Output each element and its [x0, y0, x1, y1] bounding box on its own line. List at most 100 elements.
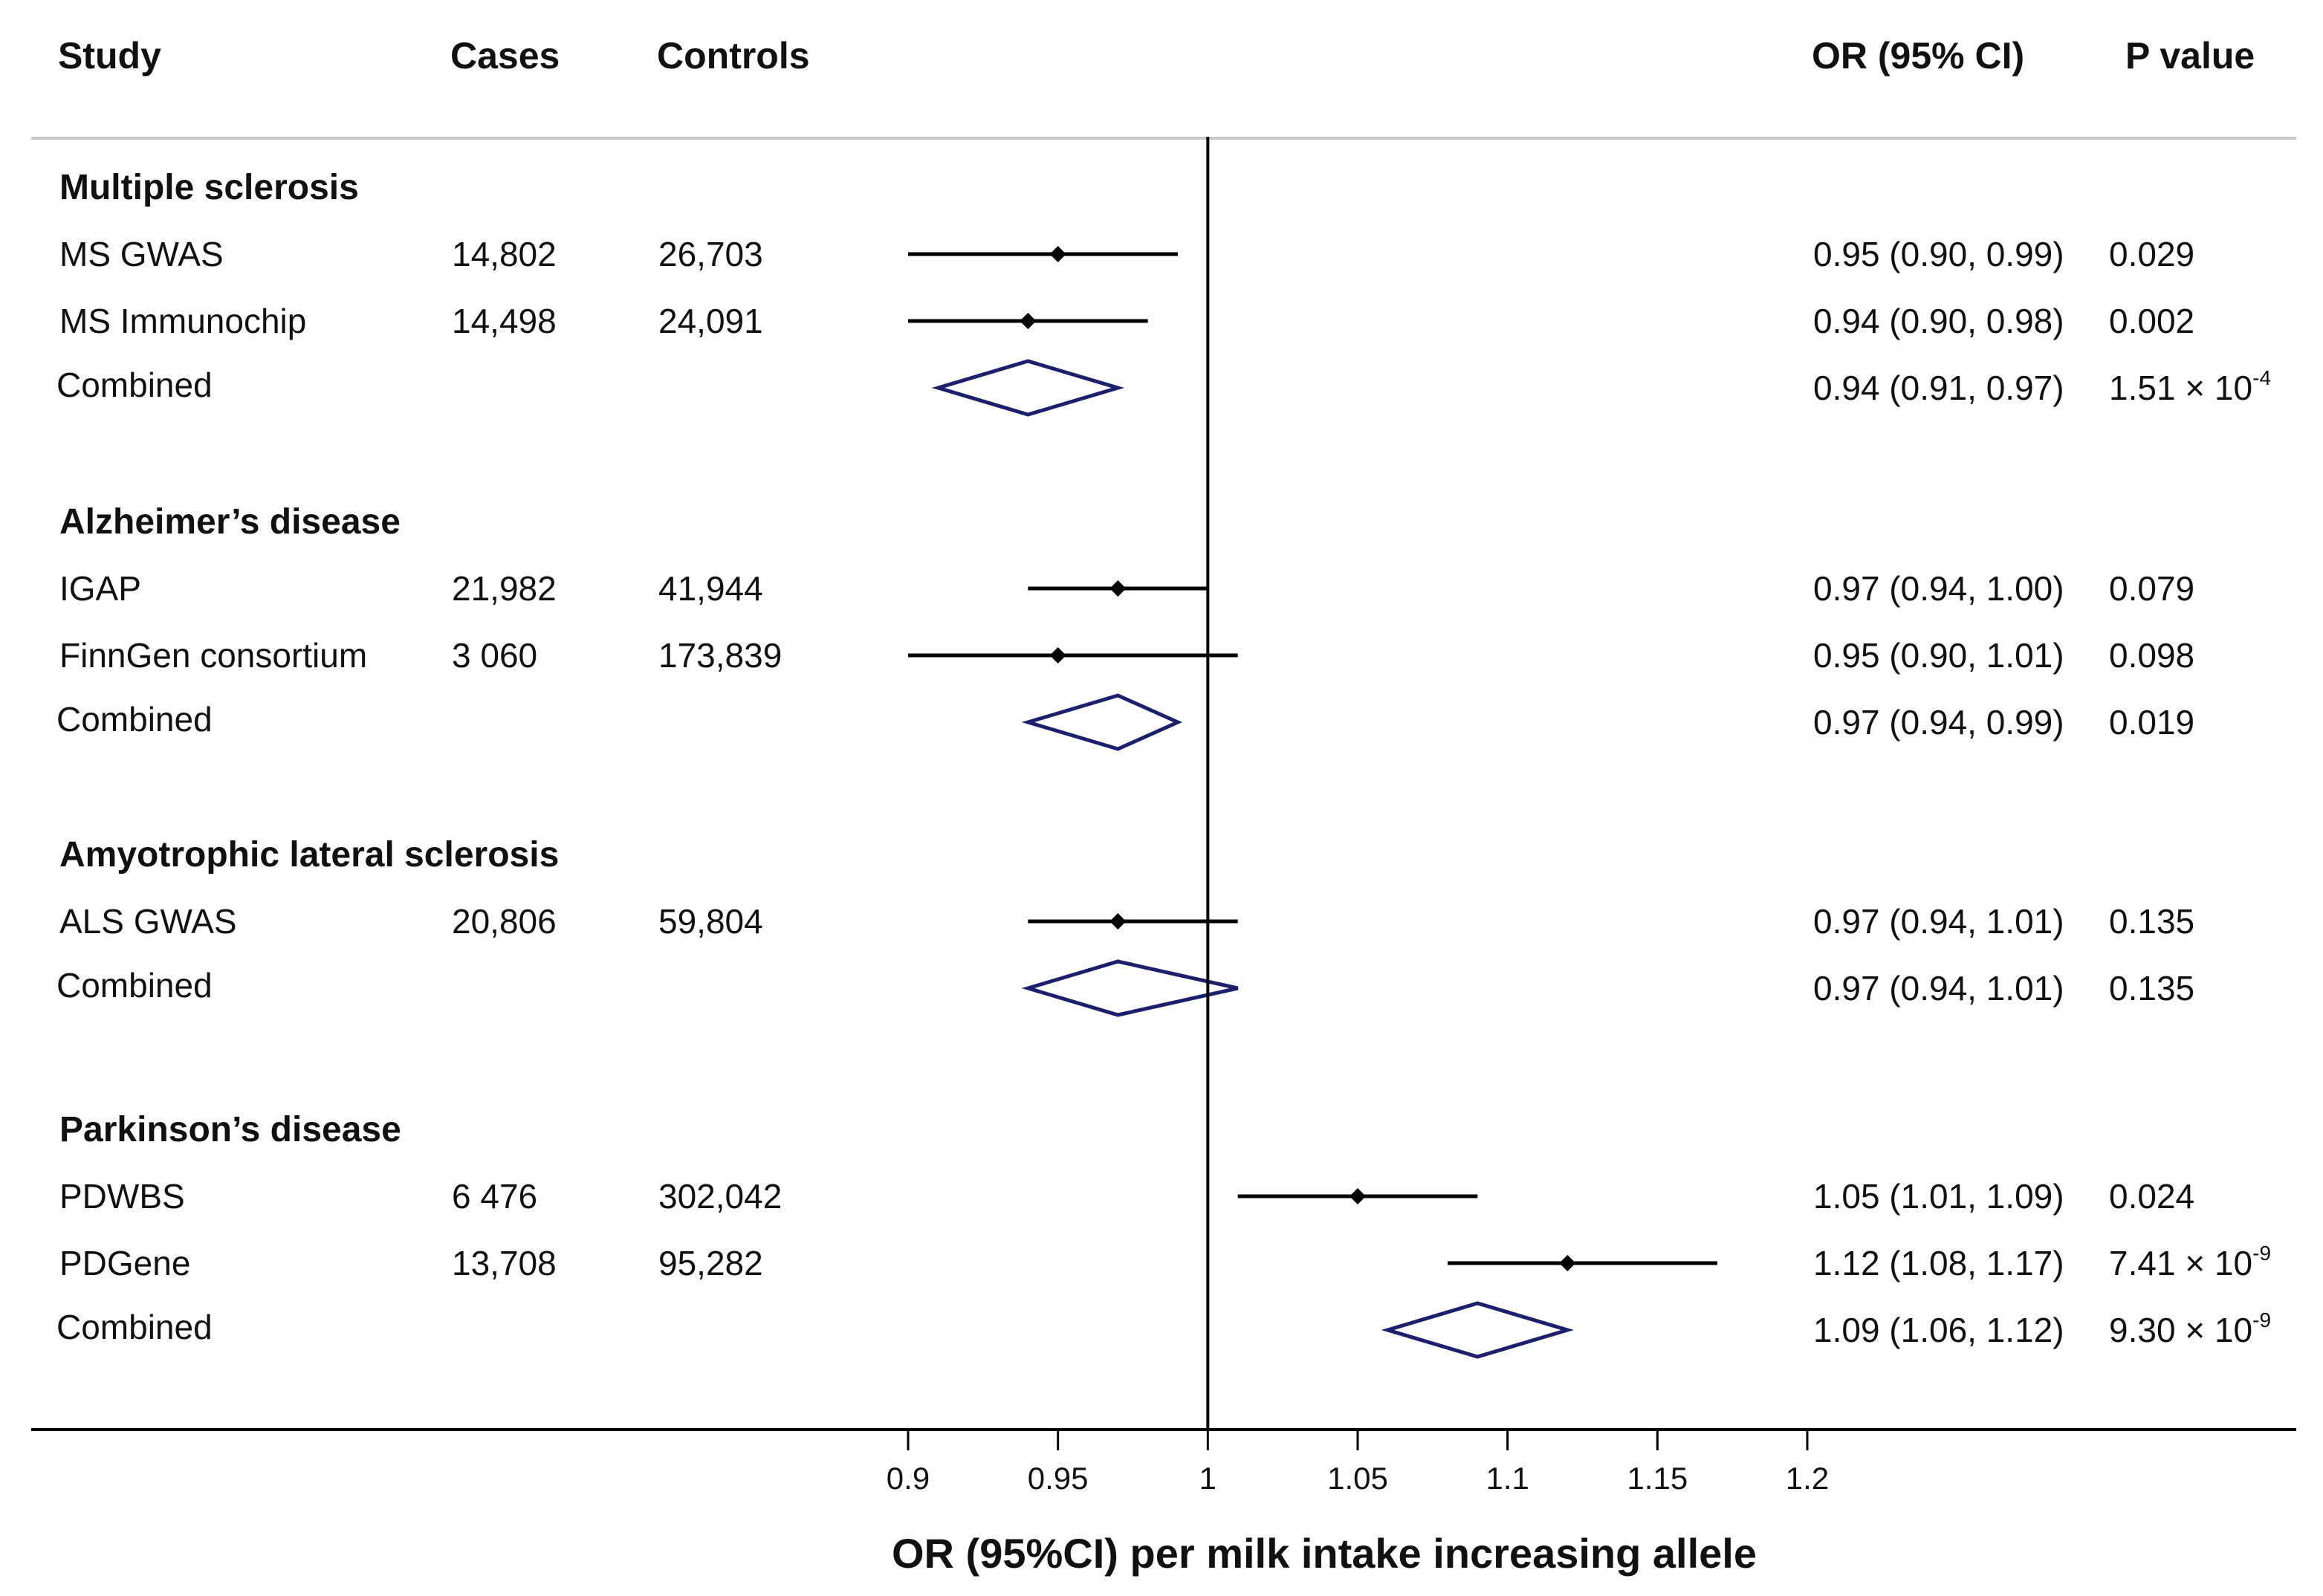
p-value-value: 0.135 [2109, 902, 2194, 941]
study-name: PDGene [59, 1244, 190, 1282]
p-value: 0.079 [2109, 569, 2194, 608]
combined-label: Combined [56, 366, 213, 404]
study-cases: 6 476 [452, 1177, 537, 1216]
or-ci-text: 0.95 (0.90, 0.99) [1813, 235, 2064, 273]
tick-label: 1.1 [1486, 1461, 1529, 1496]
or-ci-text: 0.97 (0.94, 1.01) [1813, 969, 2064, 1008]
or-ci-text: 0.97 (0.94, 0.99) [1813, 703, 2064, 742]
p-value-exponent: -9 [2252, 1242, 2271, 1265]
header-pvalue: P value [2125, 35, 2255, 77]
header-cases: Cases [450, 35, 560, 77]
study-name: PDWBS [59, 1177, 185, 1216]
p-value-value: 0.002 [2109, 302, 2194, 340]
p-value-value: 7.41 × 10 [2109, 1244, 2252, 1282]
study-cases: 13,708 [452, 1244, 557, 1282]
p-value: 7.41 × 10-9 [2109, 1242, 2271, 1282]
study-name: IGAP [59, 569, 141, 608]
group-title: Alzheimer’s disease [59, 502, 401, 542]
study-cases: 14,802 [452, 235, 557, 273]
study-cases: 21,982 [452, 569, 557, 608]
p-value-value: 0.019 [2109, 703, 2194, 742]
p-value: 9.30 × 10-9 [2109, 1308, 2271, 1349]
study-cases: 14,498 [452, 302, 557, 340]
study-name: MS GWAS [59, 235, 224, 273]
p-value: 0.098 [2109, 636, 2194, 675]
study-controls: 95,282 [658, 1244, 763, 1282]
p-value: 0.024 [2109, 1177, 2194, 1216]
study-controls: 24,091 [658, 302, 763, 340]
pooled-estimate-diamond [1021, 693, 1183, 751]
study-cases: 20,806 [452, 902, 557, 941]
study-controls: 302,042 [658, 1177, 782, 1216]
combined-row: Combined 1.09 (1.06, 1.12) 9.30 × 10-9 [56, 1301, 2271, 1359]
p-value-value: 1.51 × 10 [2109, 369, 2252, 407]
combined-row: Combined 0.97 (0.94, 0.99) 0.019 [56, 693, 2194, 751]
forest-rows: Multiple sclerosis MS GWAS 14,802 26,703 0.9… [56, 168, 2271, 1359]
x-axis-ticks: 0.9 0.95 1 1.05 1.1 1.15 1.2 [887, 1430, 1829, 1496]
tick-label: 0.9 [887, 1461, 930, 1496]
point-estimate [1049, 647, 1066, 664]
study-row: MS Immunochip 14,498 24,091 0.94 (0.90, 0.9… [59, 302, 2194, 340]
or-ci-text: 0.94 (0.90, 0.98) [1813, 302, 2064, 340]
p-value: 0.135 [2109, 969, 2194, 1008]
tick-label: 1 [1199, 1461, 1216, 1496]
or-ci-text: 0.95 (0.90, 1.01) [1813, 636, 2064, 675]
study-row: FinnGen consortium 3 060 173,839 0.95 (0.90… [59, 636, 2194, 675]
pooled-estimate-diamond [1381, 1301, 1575, 1359]
study-name: MS Immunochip [59, 302, 306, 340]
or-ci-text: 1.05 (1.01, 1.09) [1813, 1177, 2064, 1216]
study-cases: 3 060 [452, 636, 537, 675]
study-row: MS GWAS 14,802 26,703 0.95 (0.90, 0.99) 0.02… [59, 235, 2194, 273]
combined-row: Combined 0.97 (0.94, 1.01) 0.135 [56, 959, 2194, 1017]
group-1: Alzheimer’s disease IGAP 21,982 41,944 0.97 … [56, 502, 2194, 751]
or-ci-text: 0.94 (0.91, 0.97) [1813, 369, 2064, 407]
tick-label: 1.05 [1327, 1461, 1388, 1496]
pooled-estimate-diamond [1021, 959, 1239, 1017]
point-estimate [1020, 313, 1037, 329]
p-value-exponent: -9 [2252, 1308, 2271, 1331]
combined-label: Combined [56, 1308, 213, 1346]
point-estimate [1049, 246, 1066, 262]
p-value: 0.029 [2109, 235, 2194, 273]
p-value-value: 0.079 [2109, 569, 2194, 608]
or-ci-text: 0.97 (0.94, 1.00) [1813, 569, 2064, 608]
p-value-value: 0.135 [2109, 969, 2194, 1008]
study-row: PDWBS 6 476 302,042 1.05 (1.01, 1.09) 0.024 [59, 1177, 2194, 1216]
group-title: Multiple sclerosis [59, 168, 359, 207]
or-ci-text: 1.12 (1.08, 1.17) [1813, 1244, 2064, 1282]
study-name: ALS GWAS [59, 902, 237, 941]
combined-label: Combined [56, 966, 213, 1005]
group-0: Multiple sclerosis MS GWAS 14,802 26,703 0.9… [56, 168, 2271, 417]
study-controls: 173,839 [658, 636, 782, 675]
tick-label: 0.95 [1028, 1461, 1089, 1496]
p-value: 0.019 [2109, 703, 2194, 742]
p-value: 1.51 × 10-4 [2109, 366, 2271, 407]
header-or: OR (95% CI) [1812, 35, 2024, 77]
study-controls: 59,804 [658, 902, 763, 941]
point-estimate [1109, 580, 1127, 597]
combined-label: Combined [56, 700, 213, 739]
group-2: Amyotrophic lateral sclerosis ALS GWAS 20,… [56, 835, 2194, 1017]
header-study: Study [58, 35, 161, 77]
p-value: 0.002 [2109, 302, 2194, 340]
p-value-value: 0.098 [2109, 636, 2194, 675]
p-value: 0.135 [2109, 902, 2194, 941]
p-value-value: 0.029 [2109, 235, 2194, 273]
point-estimate [1559, 1255, 1576, 1271]
tick-label: 1.2 [1786, 1461, 1829, 1496]
study-name: FinnGen consortium [59, 636, 367, 675]
or-ci-text: 0.97 (0.94, 1.01) [1813, 902, 2064, 941]
point-estimate [1350, 1188, 1366, 1204]
study-controls: 26,703 [658, 235, 763, 273]
or-ci-text: 1.09 (1.06, 1.12) [1813, 1311, 2064, 1349]
x-axis-label: OR (95%CI) per milk intake increasing al… [892, 1530, 1757, 1577]
group-3: Parkinson’s disease PDWBS 6 476 302,042 1.05… [56, 1110, 2271, 1359]
p-value-value: 0.024 [2109, 1177, 2194, 1216]
group-title: Parkinson’s disease [59, 1110, 401, 1149]
group-title: Amyotrophic lateral sclerosis [59, 835, 559, 875]
study-row: ALS GWAS 20,806 59,804 0.97 (0.94, 1.01) 0.1… [59, 902, 2194, 941]
point-estimate [1109, 913, 1127, 930]
header-controls: Controls [657, 35, 810, 77]
study-row: IGAP 21,982 41,944 0.97 (0.94, 1.00) 0.079 [59, 569, 2194, 608]
